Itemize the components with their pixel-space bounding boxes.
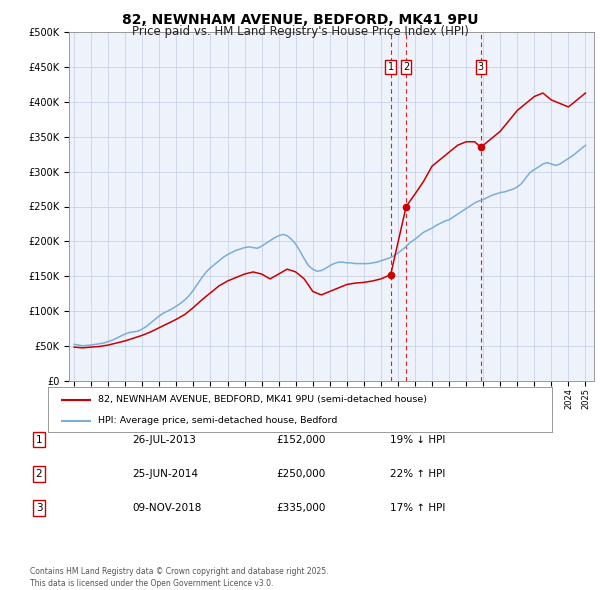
Text: Price paid vs. HM Land Registry's House Price Index (HPI): Price paid vs. HM Land Registry's House … xyxy=(131,25,469,38)
Text: 2: 2 xyxy=(403,63,409,72)
Text: 3: 3 xyxy=(478,63,484,72)
Text: Contains HM Land Registry data © Crown copyright and database right 2025.
This d: Contains HM Land Registry data © Crown c… xyxy=(30,568,329,588)
Text: £152,000: £152,000 xyxy=(276,435,325,444)
Text: £250,000: £250,000 xyxy=(276,469,325,478)
Text: 1: 1 xyxy=(35,435,43,444)
Text: 82, NEWNHAM AVENUE, BEDFORD, MK41 9PU (semi-detached house): 82, NEWNHAM AVENUE, BEDFORD, MK41 9PU (s… xyxy=(98,395,427,404)
Text: 82, NEWNHAM AVENUE, BEDFORD, MK41 9PU: 82, NEWNHAM AVENUE, BEDFORD, MK41 9PU xyxy=(122,13,478,27)
Text: 25-JUN-2014: 25-JUN-2014 xyxy=(132,469,198,478)
Text: 2: 2 xyxy=(35,469,43,478)
Text: 17% ↑ HPI: 17% ↑ HPI xyxy=(390,503,445,513)
Text: 1: 1 xyxy=(388,63,394,72)
Text: 09-NOV-2018: 09-NOV-2018 xyxy=(132,503,202,513)
Text: 3: 3 xyxy=(35,503,43,513)
Text: 19% ↓ HPI: 19% ↓ HPI xyxy=(390,435,445,444)
Text: 26-JUL-2013: 26-JUL-2013 xyxy=(132,435,196,444)
Text: 22% ↑ HPI: 22% ↑ HPI xyxy=(390,469,445,478)
Text: £335,000: £335,000 xyxy=(276,503,325,513)
Text: HPI: Average price, semi-detached house, Bedford: HPI: Average price, semi-detached house,… xyxy=(98,416,338,425)
